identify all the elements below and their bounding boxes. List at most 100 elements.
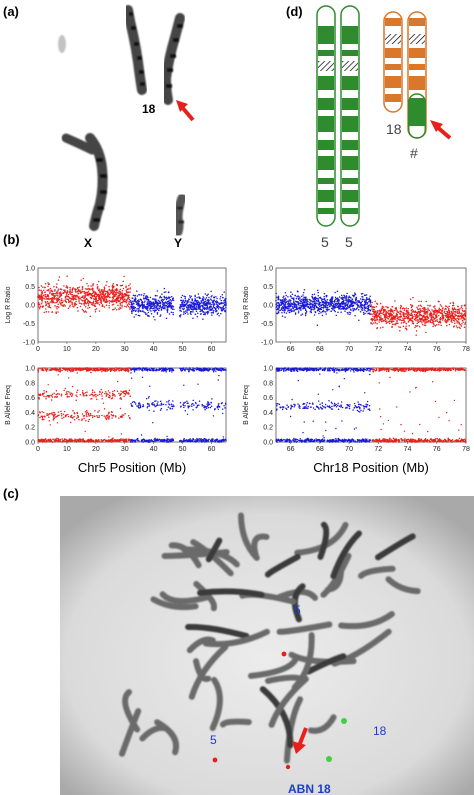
data-point [114, 293, 116, 296]
data-point [91, 295, 94, 298]
data-point [111, 285, 114, 287]
data-point [336, 302, 339, 305]
data-point [51, 396, 54, 398]
data-point [92, 301, 95, 304]
data-point [367, 306, 370, 309]
data-point [207, 439, 209, 442]
data-point [430, 317, 433, 320]
data-point [84, 392, 87, 394]
data-point [130, 310, 133, 312]
data-point [125, 301, 128, 304]
data-point [212, 440, 214, 442]
data-point [88, 293, 91, 296]
data-point [347, 303, 349, 305]
data-point [369, 309, 371, 311]
data-point [187, 407, 190, 409]
data-point [100, 302, 103, 305]
data-point [52, 299, 54, 302]
data-point [81, 287, 84, 289]
data-point [448, 323, 451, 326]
data-point [118, 308, 121, 311]
data-point [39, 306, 41, 309]
data-point [380, 320, 383, 323]
data-point [217, 369, 220, 372]
data-point [181, 308, 184, 310]
data-point [139, 367, 142, 369]
data-point [125, 306, 128, 308]
data-point [124, 305, 126, 308]
data-point [140, 434, 143, 436]
data-point [103, 299, 106, 301]
data-point [141, 306, 144, 309]
data-point [80, 279, 82, 281]
data-point [146, 313, 148, 315]
data-point [210, 306, 212, 308]
data-point [352, 304, 355, 307]
data-point [58, 393, 60, 395]
data-point [101, 370, 103, 373]
data-point [90, 303, 93, 306]
data-point [360, 302, 363, 304]
data-point [164, 367, 167, 369]
data-point [417, 320, 419, 323]
data-point [198, 441, 200, 443]
data-point [217, 308, 220, 310]
data-point [67, 390, 70, 393]
data-point [144, 296, 147, 298]
data-point [89, 288, 91, 291]
data-point [353, 301, 356, 304]
data-point [165, 297, 168, 299]
data-point [282, 296, 284, 299]
data-point [202, 404, 205, 407]
data-point [376, 316, 378, 319]
data-point [199, 307, 201, 309]
data-point [164, 368, 166, 371]
data-point [429, 311, 432, 313]
data-point [369, 300, 372, 303]
x-tick-label: 60 [208, 346, 216, 353]
data-point [300, 295, 303, 298]
data-point [125, 392, 127, 395]
data-point [59, 295, 62, 297]
data-point [399, 326, 402, 329]
data-point [97, 289, 100, 292]
data-point [39, 295, 41, 297]
data-point [132, 310, 134, 312]
data-point [288, 311, 291, 314]
data-point [81, 440, 84, 442]
data-point [37, 293, 39, 296]
data-point [281, 305, 284, 308]
data-point [116, 299, 118, 301]
data-point [138, 304, 140, 306]
data-point [162, 307, 164, 309]
data-point [95, 296, 97, 299]
data-point [46, 289, 48, 291]
data-point [110, 289, 112, 291]
data-point [37, 306, 40, 308]
data-point [440, 324, 442, 327]
data-point [110, 411, 113, 413]
data-point [92, 283, 94, 286]
data-point [65, 300, 67, 303]
data-point [86, 367, 88, 369]
data-point [116, 284, 119, 287]
data-point [44, 415, 46, 417]
data-point [295, 308, 298, 311]
data-point [50, 297, 53, 300]
data-point [90, 414, 92, 417]
data-point [102, 368, 104, 371]
data-point [348, 299, 350, 301]
data-point [206, 367, 208, 370]
data-point [41, 299, 44, 301]
data-point [334, 310, 336, 313]
data-point [313, 299, 315, 301]
y-tick-label: 0.0 [25, 303, 35, 310]
data-point [95, 394, 97, 396]
data-point [299, 297, 301, 299]
data-point [445, 312, 447, 315]
data-point [187, 313, 189, 315]
data-point [323, 292, 326, 295]
data-point [195, 301, 197, 303]
data-point [93, 395, 95, 397]
data-point [451, 313, 453, 316]
